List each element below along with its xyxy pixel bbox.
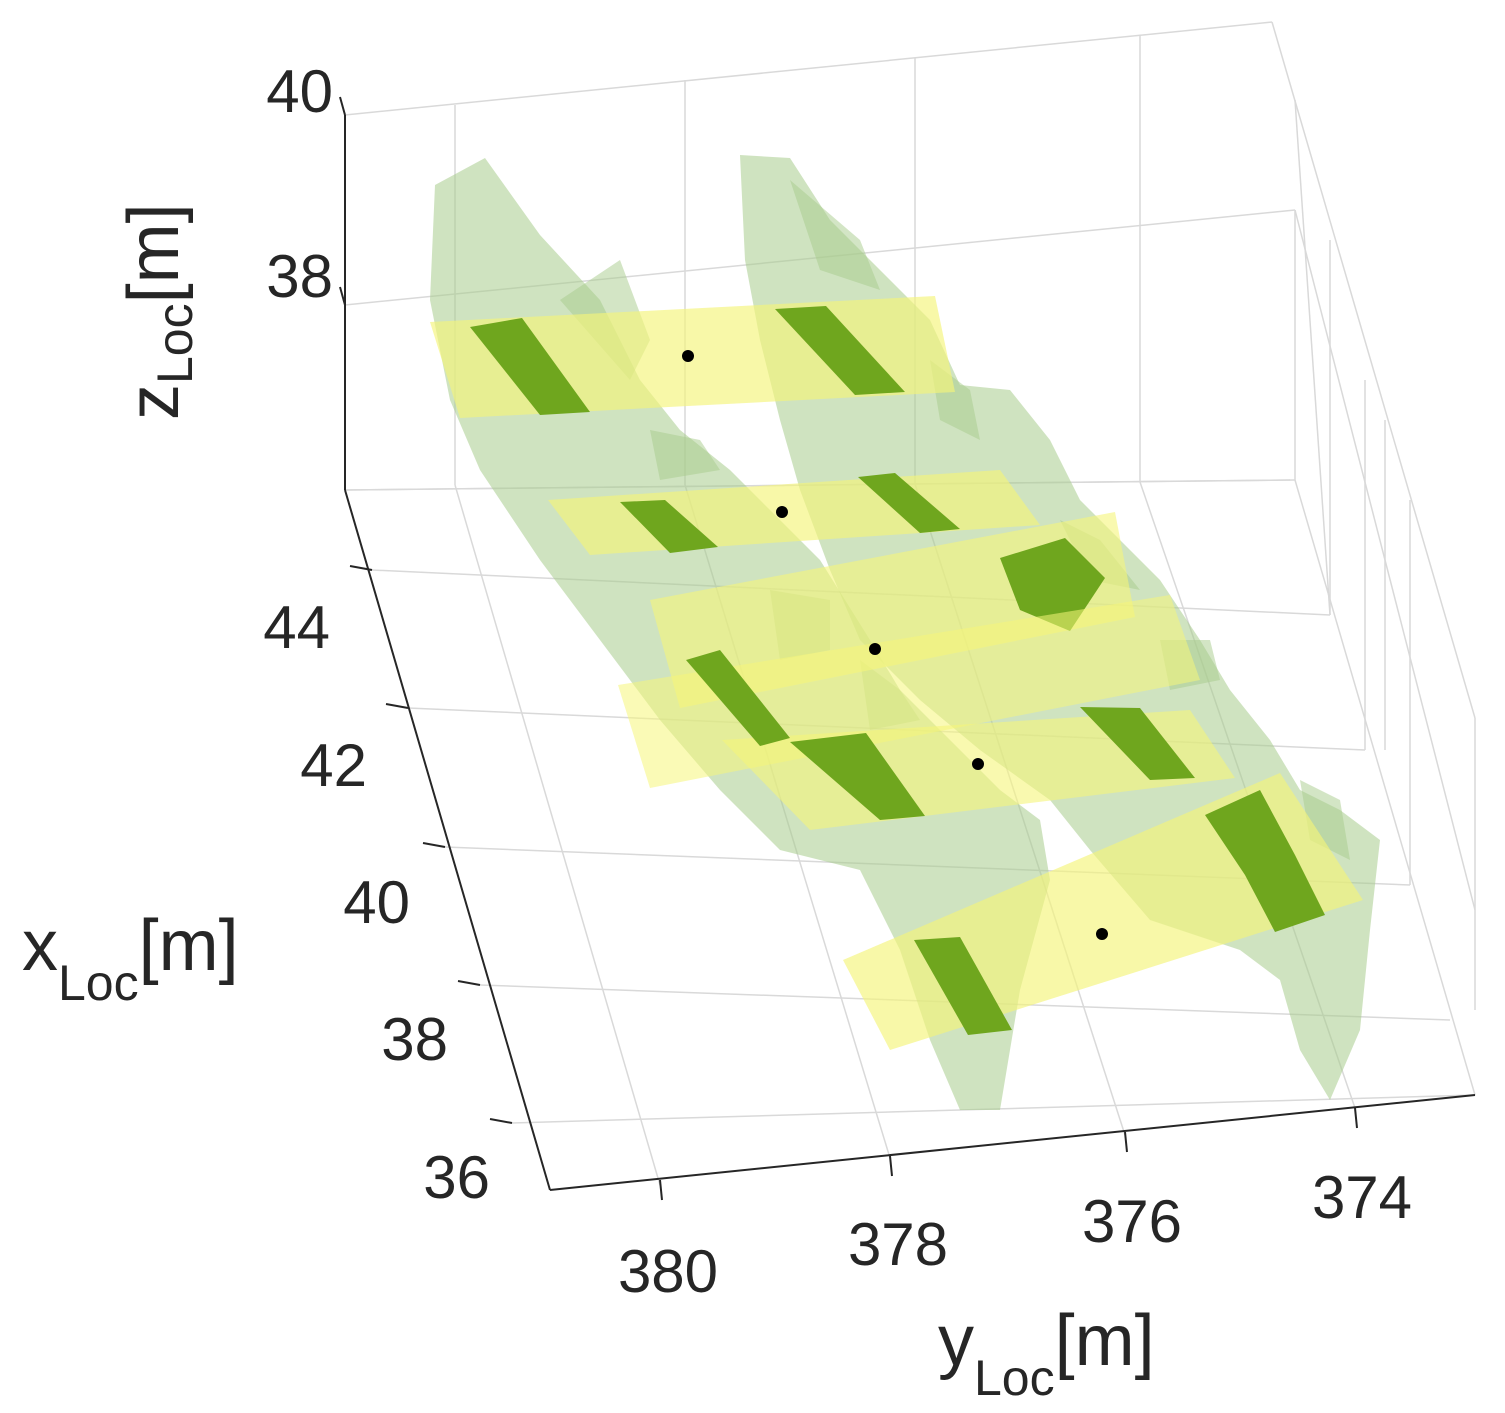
z-axis-label-main: z [114, 384, 194, 420]
grid-line [1294, 479, 1476, 1096]
y-tick-label: 374 [1312, 1164, 1412, 1231]
slice-4 [618, 595, 1235, 830]
y-axis-label: yLoc[m] [938, 1301, 1155, 1406]
marker-point [869, 643, 881, 655]
y-axis-line [549, 1094, 1476, 1191]
svg-text:zLoc[m]: zLoc[m] [114, 203, 203, 420]
x-tick-mark [457, 980, 481, 986]
y-tick-mark [1354, 1107, 1358, 1129]
grid-line [1271, 21, 1476, 719]
z-tick-label: 38 [266, 243, 333, 310]
y-tick-mark [659, 1179, 663, 1201]
svg-text:yLoc[m]: yLoc[m] [938, 1301, 1155, 1406]
z-tick-label: 40 [266, 58, 333, 125]
x-tick-mark [349, 565, 373, 571]
y-tick-mark [889, 1155, 893, 1177]
z-axis-label-unit: [m] [114, 203, 194, 303]
x-tick-label: 38 [381, 1006, 448, 1073]
x-axis-label: xLoc[m] [22, 906, 239, 1011]
slice-2 [548, 470, 1040, 555]
x-axis-label-unit: [m] [139, 906, 239, 986]
x-tick-mark [422, 842, 446, 848]
y-tick-label: 376 [1082, 1188, 1182, 1255]
z-tick-mark [339, 286, 346, 306]
marker-point [776, 506, 788, 518]
marker-point [682, 350, 694, 362]
x-tick-mark [385, 703, 409, 709]
z-tick-labels: 40 38 [266, 58, 333, 310]
axes [339, 96, 1476, 1201]
marker-point [972, 758, 984, 770]
y-axis-label-main: y [938, 1301, 974, 1381]
y-tick-label: 378 [848, 1211, 948, 1278]
z-axis-label-sub: Loc [147, 303, 203, 384]
y-tick-labels: 380 378 376 374 [618, 1164, 1412, 1305]
markers [682, 350, 1108, 940]
z-axis-label: zLoc[m] [114, 203, 203, 420]
x-tick-labels: 44 42 40 38 36 [263, 594, 490, 1211]
x-tick-label: 42 [300, 732, 367, 799]
y-axis-label-sub: Loc [974, 1350, 1055, 1406]
x-tick-mark [489, 1118, 513, 1124]
x-tick-label: 36 [423, 1144, 490, 1211]
y-tick-mark [1124, 1131, 1128, 1153]
x-axis-line [344, 489, 551, 1191]
x-tick-label: 40 [343, 869, 410, 936]
marker-point [1096, 928, 1108, 940]
grid-line [1294, 99, 1331, 616]
svg-text:xLoc[m]: xLoc[m] [22, 906, 239, 1011]
x-axis-label-sub: Loc [58, 955, 139, 1011]
x-axis-label-main: x [22, 906, 58, 986]
x-tick-label: 44 [263, 594, 330, 661]
slice-3 [650, 512, 1135, 708]
z-tick-mark [339, 96, 346, 116]
slice-5 [843, 773, 1363, 1050]
y-tick-label: 380 [618, 1238, 718, 1305]
grid-line [454, 484, 661, 1186]
grid-line [344, 21, 1273, 116]
y-axis-label-unit: [m] [1055, 1301, 1155, 1381]
